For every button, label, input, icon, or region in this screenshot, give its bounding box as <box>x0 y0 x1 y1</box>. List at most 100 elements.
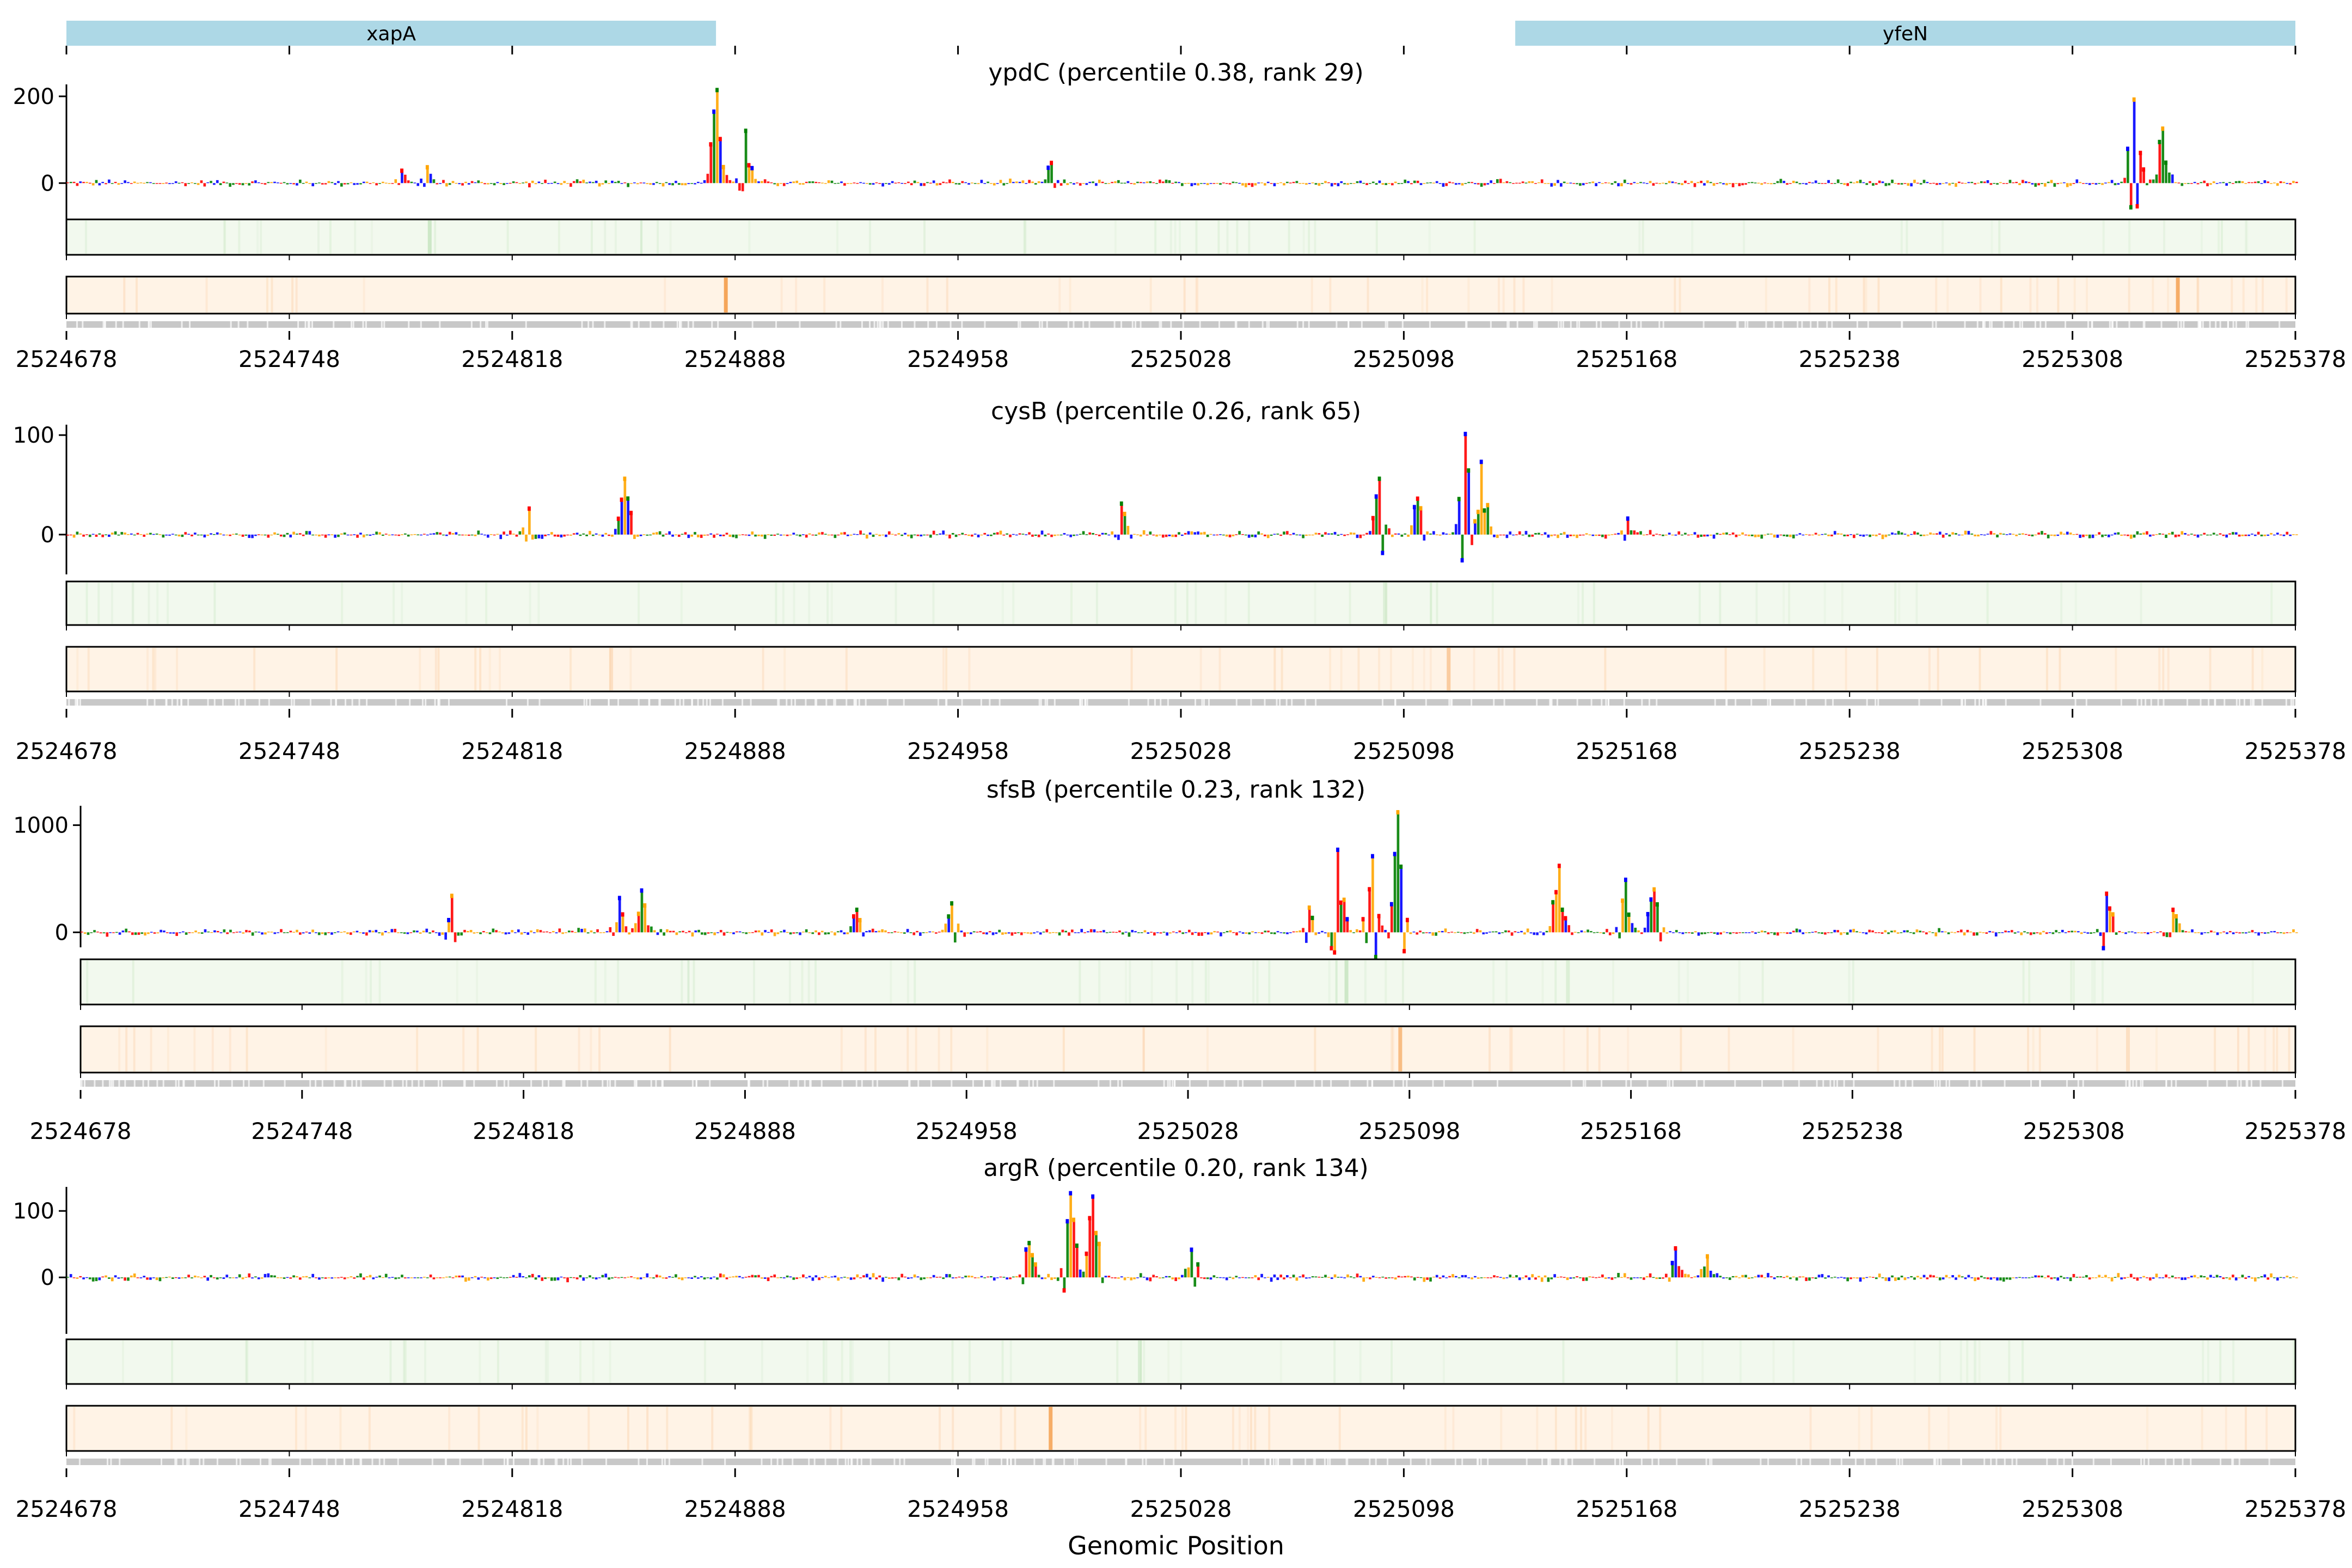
logo-mark <box>846 1277 849 1279</box>
logo-mark <box>1846 932 1849 935</box>
logo-mark <box>1983 181 1986 183</box>
logo-mark <box>1859 932 1861 933</box>
logo-mark <box>2072 183 2075 184</box>
logo-mark <box>763 1277 767 1279</box>
logo-mark <box>574 932 577 933</box>
logo-mark <box>1805 183 1808 185</box>
logo-mark <box>1986 180 1989 183</box>
logo-mark <box>1023 932 1026 934</box>
logo-mark <box>1869 534 1871 537</box>
logo-mark <box>2094 534 2098 536</box>
sequence-gap <box>1549 699 1552 706</box>
logo-mark <box>1343 901 1346 933</box>
logo-mark <box>106 932 109 937</box>
logo-mark <box>261 932 264 935</box>
sequence-gap <box>655 1080 657 1087</box>
sequence-gap <box>268 699 270 706</box>
logo-mark <box>2114 1277 2117 1278</box>
logo-mark <box>1681 183 1683 186</box>
sequence-gap <box>1098 1080 1100 1087</box>
logo-mark <box>713 932 716 935</box>
logo-mark <box>204 929 207 933</box>
sequence-gap <box>1805 699 1808 706</box>
track-1-mark <box>427 220 432 254</box>
logo-mark <box>333 932 336 933</box>
logo-mark <box>96 932 99 933</box>
logo-mark <box>878 534 881 536</box>
sequence-gap <box>664 1459 666 1465</box>
track-1-streak <box>2091 960 2093 1003</box>
logo-mark <box>1744 183 1747 185</box>
logo-mark <box>639 182 642 183</box>
logo-mark <box>311 534 315 536</box>
logo-mark <box>2257 181 2260 183</box>
logo-mark <box>1040 530 1044 535</box>
logo-mark <box>577 928 580 933</box>
logo-mark <box>935 1277 939 1278</box>
logo-mark <box>1226 930 1229 933</box>
sequence-gap <box>304 321 307 328</box>
logo-mark <box>2177 182 2180 183</box>
logo-mark <box>1461 183 1464 186</box>
sequence-gap <box>661 1459 663 1465</box>
logo-mark <box>531 534 534 540</box>
logo-mark <box>897 932 899 933</box>
logo-mark <box>1767 534 1769 535</box>
logo-mark <box>1507 930 1510 933</box>
x-tick-label: 2524748 <box>238 1496 340 1522</box>
sequence-strip <box>66 1459 2295 1465</box>
logo-mark <box>1827 180 1830 183</box>
logo-mark <box>2175 914 2178 919</box>
logo-mark <box>474 182 477 183</box>
sequence-gap <box>360 1080 362 1087</box>
track-1-streak <box>1140 1340 1142 1383</box>
logo-mark <box>1184 1269 1187 1278</box>
sequence-gap <box>1672 1080 1674 1087</box>
logo-mark <box>709 1277 713 1279</box>
track-2-streak <box>1536 1407 1539 1450</box>
sequence-gap <box>2145 699 2147 706</box>
logo-mark <box>983 1277 987 1278</box>
sequence-gap <box>236 1459 238 1465</box>
logo-mark <box>939 183 942 185</box>
logo-mark <box>1501 932 1504 933</box>
logo-mark <box>1460 932 1463 933</box>
logo-mark <box>139 534 143 535</box>
logo-mark <box>1776 1276 1779 1278</box>
logo-mark <box>1457 500 1461 535</box>
track-2-streak <box>2057 278 2060 313</box>
logo-mark <box>754 179 757 183</box>
logo-mark <box>1601 1274 1604 1278</box>
logo-mark <box>1518 182 1521 184</box>
sequence-gap <box>1041 321 1043 328</box>
logo-mark <box>2232 932 2235 934</box>
logo-mark <box>1675 930 1678 933</box>
track-1-streak <box>246 1340 249 1383</box>
logo-mark <box>1669 931 1671 933</box>
sequence-gap <box>1386 321 1388 328</box>
sequence-gap <box>1976 1080 1978 1087</box>
sequence-gap <box>1736 321 1738 328</box>
logo-mark <box>2127 150 2129 183</box>
logo-mark <box>2045 932 2048 934</box>
logo-mark <box>2104 1275 2107 1278</box>
logo-mark <box>308 183 311 184</box>
sequence-gap <box>1536 699 1538 706</box>
logo-mark <box>1099 931 1102 933</box>
logo-mark <box>1369 531 1371 535</box>
logo-mark <box>1031 181 1034 183</box>
logo-mark <box>1915 929 1919 933</box>
logo-mark <box>2104 534 2107 536</box>
logo-mark <box>1097 1241 1101 1246</box>
logo-mark <box>738 183 741 191</box>
track-1-streak <box>1592 583 1595 624</box>
sequence-gap <box>876 1080 878 1087</box>
logo-mark <box>109 932 112 933</box>
sequence-gap <box>972 1080 974 1087</box>
track-2-streak <box>1995 1407 1998 1450</box>
sequence-gap <box>1797 321 1799 328</box>
sequence-gap <box>1547 1459 1549 1465</box>
logo-mark <box>1658 1277 1661 1279</box>
logo-mark <box>1396 813 1400 933</box>
logo-mark <box>1926 1277 1929 1279</box>
